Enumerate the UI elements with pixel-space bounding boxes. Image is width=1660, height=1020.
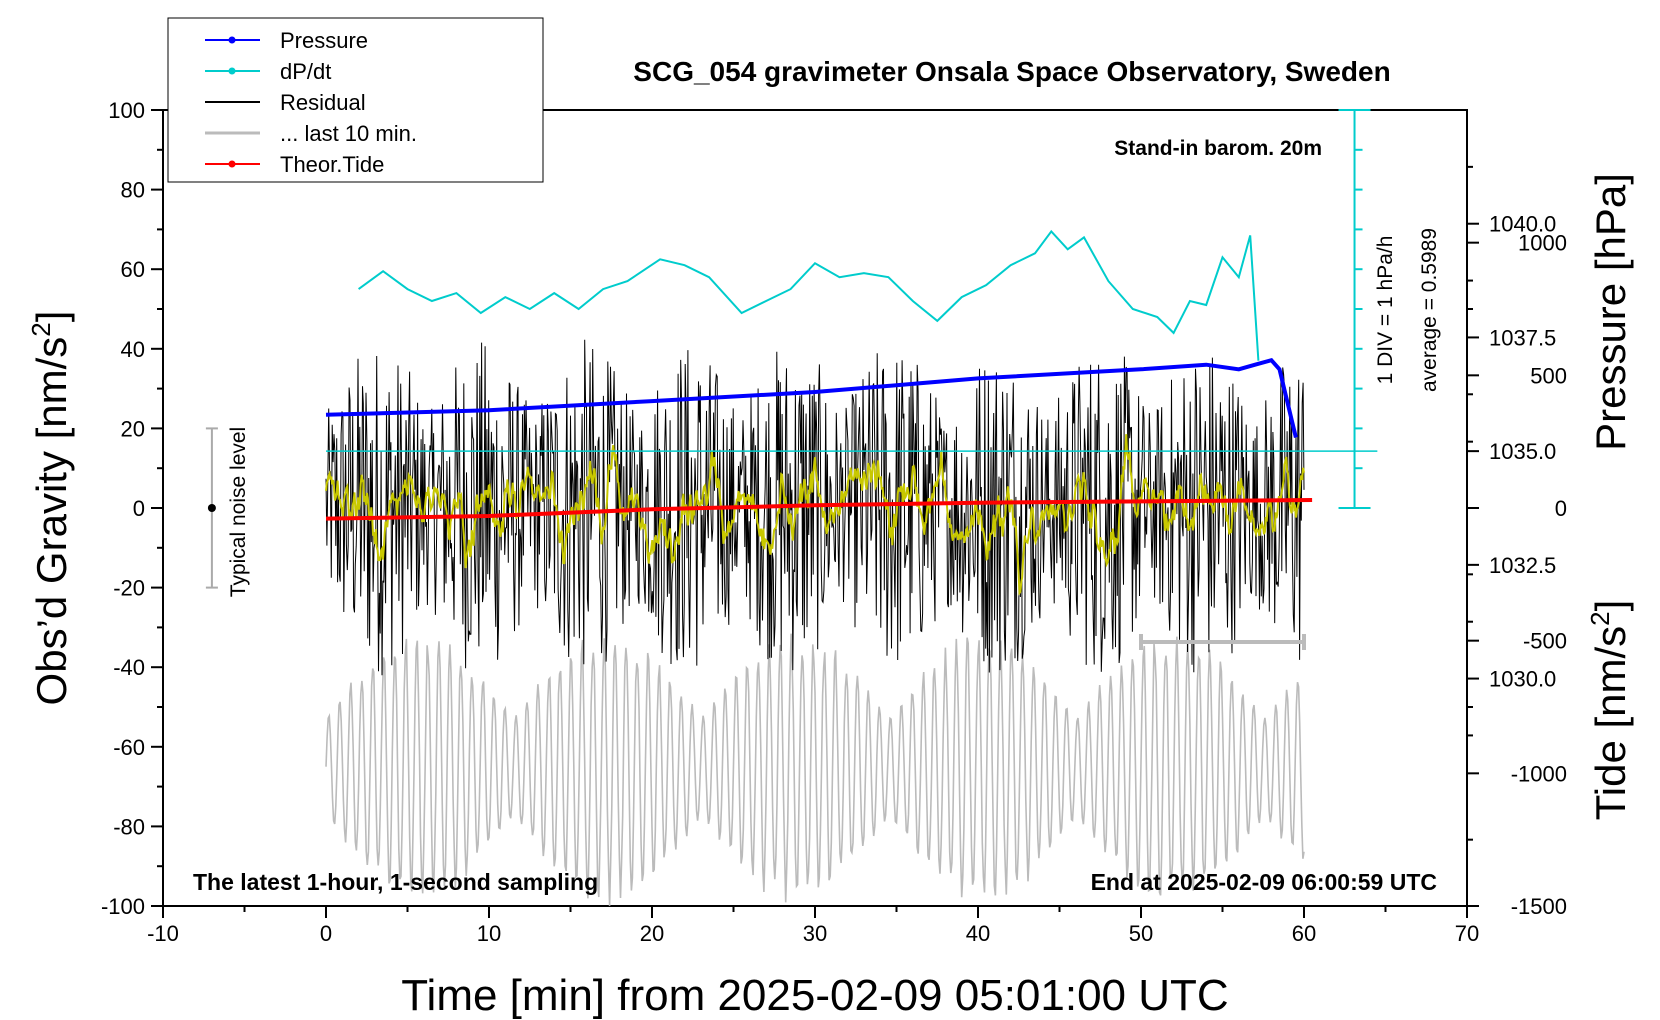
- dpdt-line: [358, 229, 1260, 361]
- x-tick-label: 60: [1292, 921, 1316, 946]
- pressure-tick-label: 1037.5: [1489, 325, 1556, 350]
- y-axis-gravity: -100 -80 -60 -40 -20 0 20 40 60 80 100: [101, 98, 163, 919]
- tide-tick-label: 1000: [1518, 231, 1567, 256]
- y-tick-label: 20: [121, 416, 145, 441]
- legend-marker: [228, 160, 236, 168]
- legend: Pressure dP/dt Residual ... last 10 min. The…: [167, 17, 544, 183]
- x-axis-title: Time [min] from 2025-02-09 05:01:00 UTC: [401, 971, 1228, 1020]
- y-tick-label: -80: [113, 814, 145, 839]
- y-axis-title-gravity: Obs’d Gravity [nm/s2]: [26, 311, 75, 706]
- y-tick-label: 100: [108, 98, 145, 123]
- legend-label: ... last 10 min.: [280, 121, 417, 146]
- y-tick-label: -20: [113, 576, 145, 601]
- last-10-min-line: [325, 633, 1305, 906]
- pressure-tick-label: 1032.5: [1489, 553, 1556, 578]
- typical-noise-error-bar: [205, 427, 218, 589]
- div-label: 1 DIV = 1 hPa/h: [1374, 236, 1397, 385]
- y-axis-title-tide: Tide [nm/s2]: [1585, 600, 1634, 821]
- y-tick-label: 40: [121, 337, 145, 362]
- y-tick-label: 80: [121, 178, 145, 203]
- y-axis-pressure: 1030.0 1032.5 1035.0 1037.5 1040.0: [1467, 165, 1556, 737]
- x-tick-label: 70: [1455, 921, 1479, 946]
- last-10-min-range-bar: [1139, 634, 1306, 650]
- x-tick-label: 20: [640, 921, 664, 946]
- pressure-tick-label: 1030.0: [1489, 667, 1556, 692]
- average-label: average = 0.5989: [1418, 228, 1441, 392]
- legend-label: Theor.Tide: [280, 152, 384, 177]
- x-tick-label: -10: [147, 921, 179, 946]
- theoretical-tide-line: [325, 498, 1313, 521]
- y-axis-tide: -1500 -1000 -500 0 500 1000: [1467, 231, 1567, 919]
- legend-box: [167, 17, 544, 183]
- bottom-left-label: The latest 1-hour, 1-second sampling: [193, 869, 598, 895]
- legend-label: Pressure: [280, 28, 368, 53]
- x-tick-label: 30: [803, 921, 827, 946]
- x-tick-label: 40: [966, 921, 990, 946]
- chart-title: SCG_054 gravimeter Onsala Space Observat…: [633, 56, 1390, 87]
- tide-tick-label: -1000: [1511, 761, 1567, 786]
- dpdt-scale-bar: [1338, 109, 1371, 509]
- tide-tick-label: 0: [1555, 496, 1567, 521]
- x-tick-label: 0: [320, 921, 332, 946]
- x-axis: -10 0 10 20 30 40 50 60 70: [147, 906, 1479, 946]
- y-axis-title-pressure: Pressure [hPa]: [1587, 173, 1634, 451]
- y-tick-label: 60: [121, 257, 145, 282]
- noise-label: Typical noise level: [227, 427, 250, 597]
- tide-tick-label: -500: [1523, 629, 1567, 654]
- pressure-tick-label: 1040.0: [1489, 212, 1556, 237]
- stand-in-label: Stand-in barom. 20m: [1114, 137, 1322, 160]
- bottom-right-label: End at 2025-02-09 06:00:59 UTC: [1091, 869, 1437, 895]
- pressure-line: [325, 357, 1298, 438]
- y-tick-label: -60: [113, 735, 145, 760]
- y-tick-label: -100: [101, 894, 145, 919]
- y-tick-label: 0: [133, 496, 145, 521]
- x-tick-label: 10: [477, 921, 501, 946]
- tide-tick-label: 500: [1530, 363, 1567, 388]
- legend-label: Residual: [280, 90, 366, 115]
- pressure-tick-label: 1035.0: [1489, 439, 1556, 464]
- legend-label: dP/dt: [280, 59, 331, 84]
- y-tick-label: -40: [113, 655, 145, 680]
- legend-marker: [228, 67, 236, 75]
- noise-bar-point: [207, 504, 216, 512]
- legend-marker: [228, 36, 236, 44]
- x-tick-label: 50: [1129, 921, 1153, 946]
- tide-tick-label: -1500: [1511, 894, 1567, 919]
